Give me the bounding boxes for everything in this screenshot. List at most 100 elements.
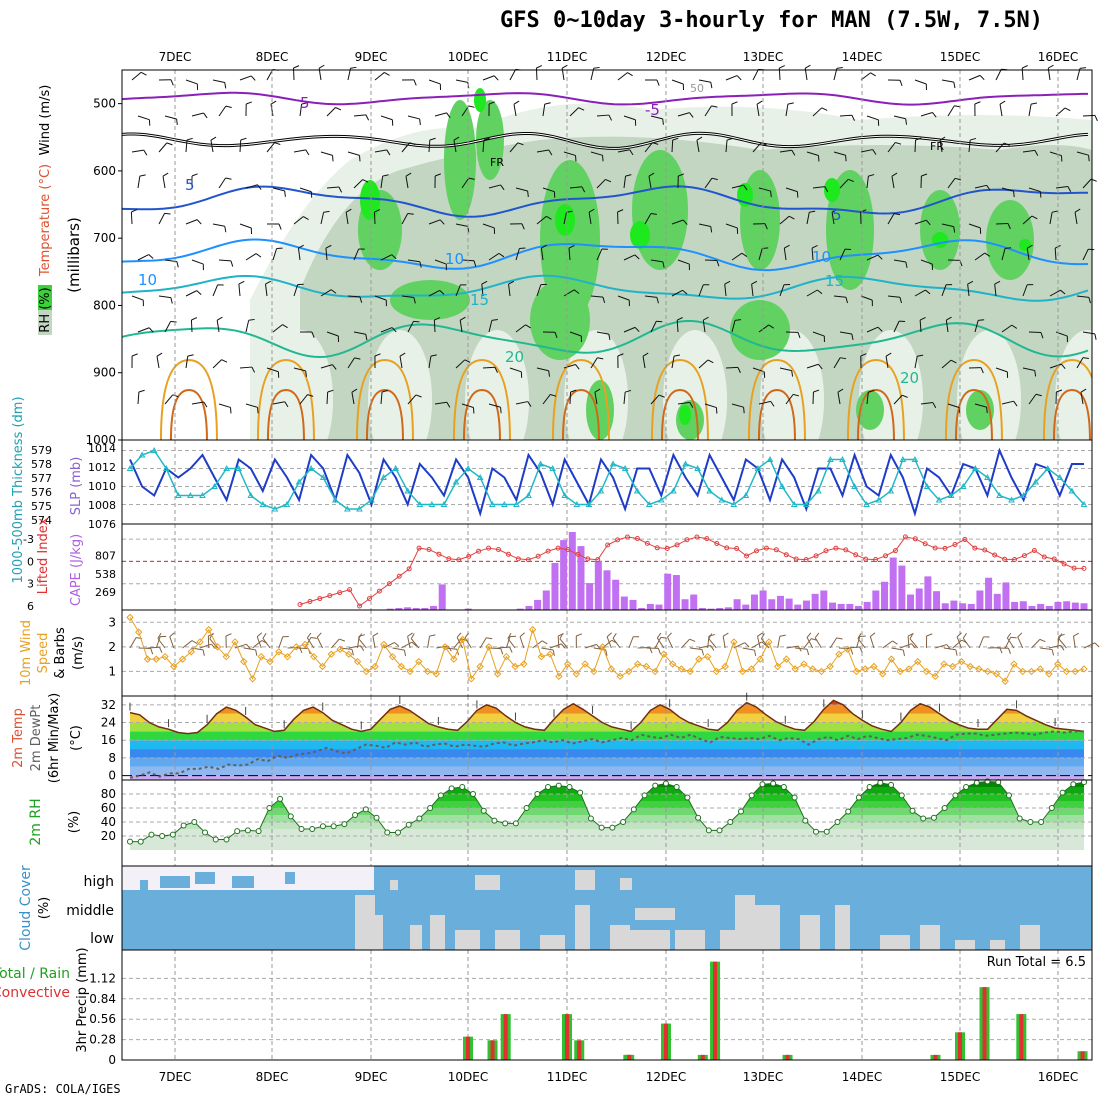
wind-speed-point xyxy=(887,655,896,663)
wind-barb xyxy=(185,139,188,153)
rh-point xyxy=(973,779,980,786)
thickness-point xyxy=(996,491,1003,498)
wind-barb xyxy=(870,72,876,77)
temp-contour-warm xyxy=(561,388,600,440)
rh-point xyxy=(866,784,873,790)
wind-barb xyxy=(374,209,381,213)
wind-barb xyxy=(199,643,212,649)
rh-point xyxy=(813,828,820,835)
wind-barb xyxy=(196,290,202,296)
wind-barb xyxy=(866,176,869,189)
wind-barb xyxy=(905,118,908,125)
precip-convective-bar xyxy=(664,1023,668,1060)
wind-barb xyxy=(945,320,949,333)
temp-contour-warm xyxy=(747,358,806,440)
lifted-index-point xyxy=(1071,565,1077,571)
wind-barb xyxy=(320,212,325,225)
temp-contour-warm xyxy=(355,358,414,440)
wind-barb xyxy=(185,79,198,85)
wind-barb xyxy=(909,638,919,649)
wind-barb xyxy=(731,252,743,261)
wind-barb xyxy=(252,640,263,649)
wind-barb xyxy=(323,210,330,213)
wind-speed-point xyxy=(205,625,213,634)
wind-barb xyxy=(869,636,875,649)
wind-barb xyxy=(671,139,674,153)
y-tick-label: 600 xyxy=(93,164,116,178)
cape-bar xyxy=(941,603,949,610)
y-tick-label: 0.84 xyxy=(89,992,116,1006)
wind-barb xyxy=(172,394,179,398)
wind-speed-point xyxy=(765,638,773,646)
wind-barb xyxy=(770,401,775,407)
wind-barb xyxy=(561,643,566,649)
wind-barb xyxy=(137,254,149,261)
contour-label: 20 xyxy=(505,348,524,366)
wind-speed-point xyxy=(782,655,791,663)
wind-barb xyxy=(407,321,414,333)
date-label-bottom: 13DEC xyxy=(743,1070,783,1084)
wind-barb xyxy=(536,367,549,372)
lifted-index-point xyxy=(505,551,511,557)
wind-barb xyxy=(411,641,417,647)
wind-barb xyxy=(351,388,358,393)
wind-barb xyxy=(347,357,355,369)
wind-speed-point xyxy=(563,660,572,668)
y-tick-label: 8 xyxy=(108,751,116,765)
wind-barb xyxy=(380,176,384,189)
rh-point xyxy=(770,780,777,787)
cape-bar xyxy=(993,593,1001,610)
wind-barb xyxy=(1011,324,1018,329)
lifted-index-point xyxy=(486,545,492,551)
wind-barb xyxy=(491,319,498,321)
cape-bar xyxy=(516,608,524,610)
contour-label: 5 xyxy=(185,176,195,194)
wind-barb xyxy=(756,104,760,117)
cloud-cell xyxy=(675,930,705,950)
thickness-point xyxy=(501,500,508,507)
wind-barb xyxy=(911,643,916,649)
wind-speed-point xyxy=(388,652,397,661)
cloud-cell xyxy=(455,930,480,950)
wind-barb xyxy=(644,213,652,225)
lifted-index-point xyxy=(317,596,323,602)
wind-barb xyxy=(608,334,611,341)
wind-barb xyxy=(855,636,861,649)
wind-barb xyxy=(1060,289,1066,295)
wind-speed-point xyxy=(196,638,204,646)
thickness-point xyxy=(1080,500,1088,507)
temp-band xyxy=(130,740,1084,750)
wind-barb xyxy=(561,64,568,69)
wind-barb xyxy=(956,632,962,638)
wind-barb xyxy=(568,244,575,249)
wind-barb xyxy=(806,632,812,638)
wind-barb xyxy=(1022,284,1028,297)
wind-barb xyxy=(891,172,898,177)
wind-barb xyxy=(359,296,363,303)
lifted-index-point xyxy=(833,545,839,551)
thickness-point xyxy=(887,487,895,494)
wind-barb xyxy=(899,297,902,304)
wind-barb xyxy=(707,359,714,364)
y-tick-label: 576 xyxy=(31,486,52,499)
wind-barb xyxy=(318,64,325,69)
wind-barb xyxy=(859,646,863,653)
temp-contour-warm xyxy=(650,358,709,440)
rh-point xyxy=(1059,789,1066,796)
wind-barb xyxy=(413,297,416,304)
wind-barb xyxy=(240,137,247,141)
lifted-index-point xyxy=(892,548,898,554)
precip-convective-bar xyxy=(565,1014,569,1060)
wind-barb xyxy=(623,115,636,121)
wind-barb xyxy=(995,222,1009,225)
rh-shade xyxy=(1019,239,1031,251)
contour-label: 5 xyxy=(300,94,310,112)
wind-barb xyxy=(1001,400,1014,405)
cloud-cell xyxy=(365,915,383,950)
wind-barb xyxy=(658,394,665,398)
lifted-index-point xyxy=(674,542,680,548)
wind-barb xyxy=(413,79,417,86)
cape-bar xyxy=(855,605,863,610)
wind-barb xyxy=(210,643,216,649)
wind-speed-point xyxy=(773,662,782,671)
